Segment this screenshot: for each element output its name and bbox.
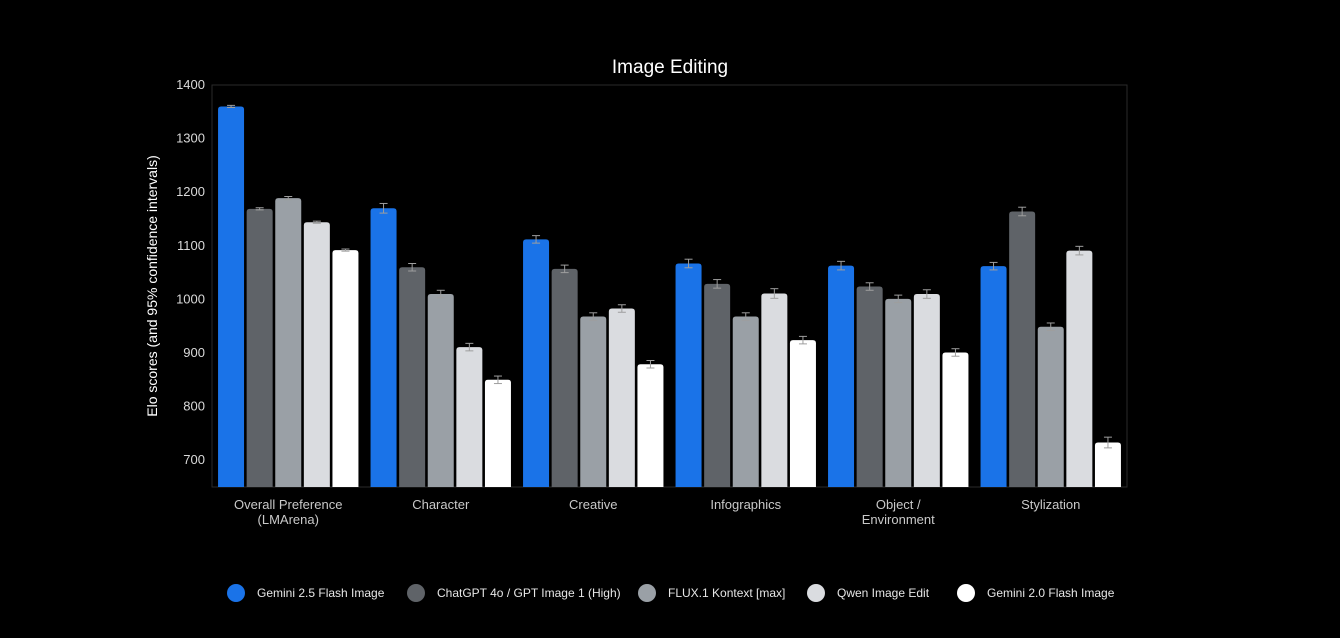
y-tick-label: 1200 [176, 184, 205, 199]
bar [332, 250, 359, 487]
error-bar [646, 360, 655, 369]
category-label: Infographics [710, 497, 781, 512]
error-bar [1046, 322, 1055, 331]
category-label: Stylization [1021, 497, 1080, 512]
bars [218, 104, 1121, 488]
y-tick-label: 700 [183, 452, 205, 467]
bar [1037, 326, 1064, 487]
error-bar [922, 289, 931, 299]
bar [370, 208, 397, 487]
bar [732, 316, 759, 487]
bar [1094, 442, 1121, 487]
error-bar [1103, 436, 1112, 449]
category-label: Character [412, 497, 470, 512]
error-bar [617, 304, 626, 313]
legend-label: Gemini 2.5 Flash Image [257, 586, 385, 600]
y-tick-label: 900 [183, 345, 205, 360]
bar [1009, 211, 1036, 487]
error-bar [1018, 206, 1027, 217]
bar [456, 347, 483, 487]
error-bar [284, 195, 293, 201]
bar [828, 265, 855, 487]
bar [980, 266, 1007, 487]
bar [218, 106, 245, 487]
legend-swatch [957, 584, 975, 602]
chart-title: Image Editing [612, 57, 728, 78]
error-bar [227, 104, 236, 109]
error-bar [408, 262, 417, 272]
bar [761, 293, 788, 487]
error-bar [865, 282, 874, 291]
error-bar [341, 248, 350, 252]
legend-label: FLUX.1 Kontext [max] [668, 586, 785, 600]
legend-swatch [638, 584, 656, 602]
bar [580, 316, 607, 487]
error-bar [894, 294, 903, 304]
error-bar [770, 288, 779, 299]
legend-swatch [407, 584, 425, 602]
bar [246, 208, 273, 488]
y-tick-label: 1300 [176, 131, 205, 146]
error-bar [741, 312, 750, 321]
bar [399, 267, 426, 487]
y-tick-label: 1100 [177, 238, 205, 253]
legend-label: ChatGPT 4o / GPT Image 1 (High) [437, 586, 621, 600]
bar [551, 268, 578, 487]
error-bar [560, 264, 569, 274]
error-bar [837, 260, 846, 271]
error-bar [989, 261, 998, 271]
legend-swatch [227, 584, 245, 602]
error-bar [951, 348, 960, 357]
bar [427, 294, 454, 487]
error-bar [255, 207, 264, 211]
y-tick-label: 1000 [176, 291, 205, 306]
bar [856, 286, 883, 487]
bar [303, 222, 330, 487]
category-labels: Overall Preference (LMArena) Character Crea… [234, 497, 1080, 527]
legend-label: Gemini 2.0 Flash Image [987, 586, 1115, 600]
bar [484, 379, 511, 487]
bar [704, 283, 731, 487]
y-axis-ticks: 700 800 900 1000 1100 1200 1300 1400 [176, 77, 205, 467]
error-bar [684, 258, 693, 269]
error-bar [465, 342, 474, 352]
bar [942, 352, 969, 487]
error-bar [589, 312, 598, 321]
error-bar [532, 235, 541, 244]
bar [275, 198, 302, 487]
category-label: Object / Environment [862, 497, 935, 527]
category-label: Creative [569, 497, 617, 512]
y-tick-label: 800 [183, 399, 205, 414]
error-bar [436, 289, 445, 299]
legend: Gemini 2.5 Flash Image ChatGPT 4o / GPT I… [227, 584, 1115, 602]
legend-label: Qwen Image Edit [837, 586, 930, 600]
category-label: Overall Preference (LMArena) [234, 497, 342, 527]
error-bar [493, 375, 502, 385]
error-bar [312, 220, 321, 224]
error-bar [379, 202, 388, 214]
bar [637, 364, 664, 487]
bar [789, 340, 816, 487]
error-bar [798, 335, 807, 345]
bar [1066, 250, 1093, 487]
error-bar [1075, 245, 1084, 256]
bar [913, 294, 940, 487]
y-tick-label: 1400 [176, 77, 205, 92]
bar [675, 263, 702, 487]
bar [885, 298, 912, 487]
legend-swatch [807, 584, 825, 602]
error-bar [713, 279, 722, 289]
y-axis-label: Elo scores (and 95% confidence intervals… [144, 155, 160, 416]
bar [523, 239, 550, 487]
bar [608, 308, 635, 487]
plot-frame [211, 84, 1128, 488]
